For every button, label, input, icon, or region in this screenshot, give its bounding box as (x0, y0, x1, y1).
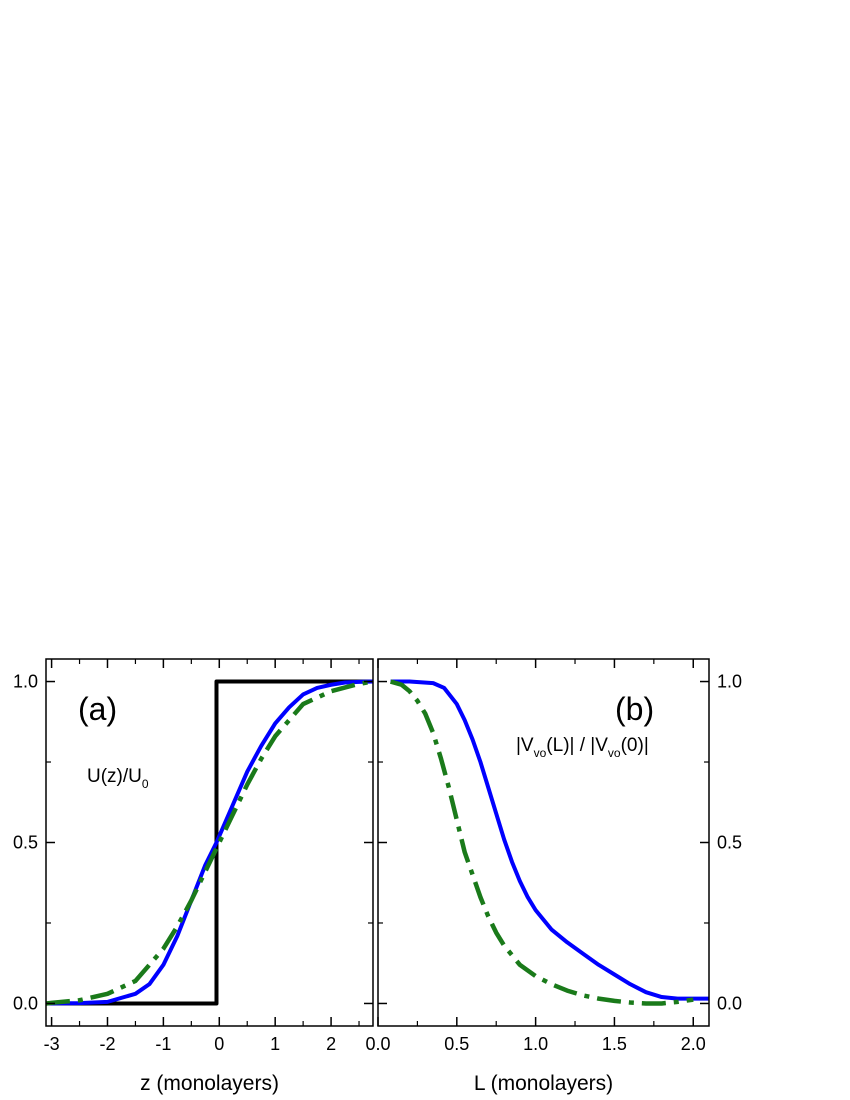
series-line-3 (46, 679, 373, 1006)
panel-b: 0.0 0.5 1.0 1.5 2.0 0.0 0.5 1.0 L (monolayers) (b… (365, 658, 742, 1095)
panel-a: -3 -2 -1 0 1 2 0.0 0.5 1.0 z (monolayers) (a) U(z)/… (13, 658, 374, 1095)
x-tick-label: -3 (44, 1034, 60, 1054)
x-tick-label: 1.5 (602, 1034, 627, 1054)
series-line-2 (389, 679, 694, 1006)
annotation-subscript: vo (534, 746, 547, 760)
x-tick-label: -2 (99, 1034, 115, 1054)
series-group (389, 679, 709, 1006)
x-tick-label: 2.0 (681, 1034, 706, 1054)
x-tick-label: 0.5 (444, 1034, 469, 1054)
annotation-text: (L)| / |V (546, 735, 608, 756)
annotation-main: U(z)/U (87, 766, 142, 787)
x-tick-label: 2 (326, 1034, 336, 1054)
x-tick-label: -1 (155, 1034, 171, 1054)
y-tick-label: 0.5 (717, 833, 742, 853)
y-tick-label: 0.5 (13, 833, 38, 853)
y-tick-label: 0.0 (717, 993, 742, 1013)
x-axis-title: z (monolayers) (140, 1072, 279, 1095)
y-tick-label: 0.0 (13, 993, 38, 1013)
y-tick-label: 1.0 (717, 672, 742, 692)
series-line-1 (390, 679, 709, 1001)
x-axis-title: L (monolayers) (474, 1072, 613, 1095)
curve-annotation: U(z)/U0 (87, 766, 149, 791)
x-tick-label: 0.0 (365, 1034, 390, 1054)
series-group (46, 679, 373, 1006)
curve-annotation: |Vvo(L)| / |Vvo(0)| (516, 735, 649, 760)
annotation-subscript: 0 (142, 777, 149, 791)
panel-label: (b) (615, 691, 654, 727)
panel-label: (a) (78, 691, 117, 727)
annotation-subscript: vo (608, 746, 621, 760)
x-tick-label: 1.0 (523, 1034, 548, 1054)
x-tick-label: 0 (214, 1034, 224, 1054)
x-tick-label: 1 (270, 1034, 280, 1054)
annotation-text: (0)| (621, 735, 649, 756)
annotation-text: |V (516, 735, 534, 756)
series-line-2 (46, 679, 373, 1006)
y-tick-label: 1.0 (13, 672, 38, 692)
series-line-1 (46, 679, 373, 1006)
